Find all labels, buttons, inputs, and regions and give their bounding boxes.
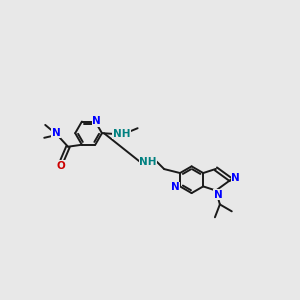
Text: O: O xyxy=(57,160,65,170)
Text: N: N xyxy=(214,190,222,200)
Text: N: N xyxy=(52,128,61,138)
Text: N: N xyxy=(92,116,101,126)
Text: N: N xyxy=(231,173,240,183)
Text: N: N xyxy=(171,182,179,192)
Text: NH: NH xyxy=(113,129,130,139)
Text: NH: NH xyxy=(139,157,157,167)
